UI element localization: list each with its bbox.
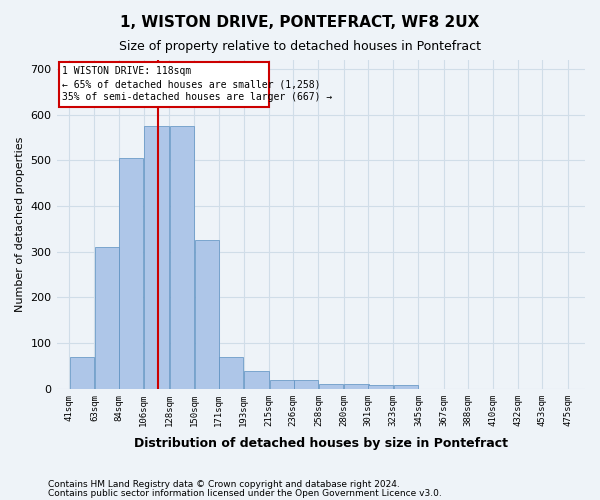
FancyBboxPatch shape <box>59 62 269 106</box>
Bar <box>145 126 169 389</box>
Text: 1, WISTON DRIVE, PONTEFRACT, WF8 2UX: 1, WISTON DRIVE, PONTEFRACT, WF8 2UX <box>121 15 479 30</box>
Bar <box>195 240 219 389</box>
Text: 35% of semi-detached houses are larger (667) →: 35% of semi-detached houses are larger (… <box>62 92 332 102</box>
Text: Contains public sector information licensed under the Open Government Licence v3: Contains public sector information licen… <box>48 488 442 498</box>
Bar <box>269 380 294 389</box>
Text: 1 WISTON DRIVE: 118sqm: 1 WISTON DRIVE: 118sqm <box>62 66 191 76</box>
Bar <box>344 384 368 389</box>
Bar <box>293 380 318 389</box>
Bar <box>170 126 194 389</box>
Bar <box>244 370 269 389</box>
Bar <box>368 385 392 389</box>
Text: ← 65% of detached houses are smaller (1,258): ← 65% of detached houses are smaller (1,… <box>62 80 321 90</box>
Y-axis label: Number of detached properties: Number of detached properties <box>15 136 25 312</box>
Text: Contains HM Land Registry data © Crown copyright and database right 2024.: Contains HM Land Registry data © Crown c… <box>48 480 400 489</box>
Bar <box>70 357 94 389</box>
Bar <box>394 385 418 389</box>
Bar <box>219 357 244 389</box>
X-axis label: Distribution of detached houses by size in Pontefract: Distribution of detached houses by size … <box>134 437 508 450</box>
Bar <box>95 247 119 389</box>
Text: Size of property relative to detached houses in Pontefract: Size of property relative to detached ho… <box>119 40 481 53</box>
Bar <box>119 158 143 389</box>
Bar <box>319 384 343 389</box>
